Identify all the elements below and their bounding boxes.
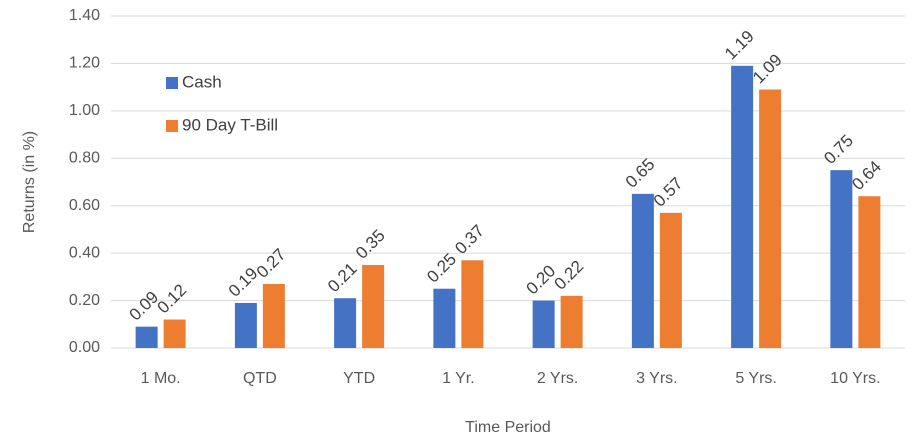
x-tick-label: 1 Yr.	[442, 370, 475, 387]
data-label: 0.22	[550, 257, 587, 294]
y-tick-label: 0.60	[69, 197, 100, 214]
data-label: 0.75	[820, 131, 857, 168]
data-label: 0.57	[650, 174, 687, 211]
x-tick-label: YTD	[343, 370, 375, 387]
x-tick-label: QTD	[243, 370, 277, 387]
bar	[631, 193, 654, 348]
bar	[731, 65, 754, 349]
data-label: 1.09	[749, 50, 786, 87]
data-label: 0.35	[352, 226, 389, 263]
bar	[433, 288, 456, 348]
bar	[759, 89, 782, 348]
bar	[858, 196, 881, 348]
data-label: 0.37	[451, 221, 488, 258]
data-label: 1.19	[721, 27, 758, 64]
y-tick-label: 1.40	[69, 7, 100, 24]
y-tick-label: 1.00	[69, 102, 100, 119]
legend-swatch	[166, 120, 178, 132]
data-label: 0.65	[622, 155, 659, 192]
y-tick-label: 0.20	[69, 292, 100, 309]
x-axis-title: Time Period	[465, 419, 551, 436]
bar	[560, 295, 583, 348]
data-label: 0.12	[153, 280, 190, 317]
y-axis-title: Returns (in %)	[21, 131, 38, 233]
bar	[461, 260, 484, 348]
bar	[262, 283, 285, 348]
y-tick-label: 0.00	[69, 339, 100, 356]
bar	[135, 326, 158, 348]
bar	[532, 300, 555, 348]
y-tick-label: 0.80	[69, 150, 100, 167]
y-tick-label: 0.40	[69, 244, 100, 261]
x-tick-label: 1 Mo.	[141, 370, 181, 387]
x-tick-label: 2 Yrs.	[537, 370, 579, 387]
bar	[163, 319, 186, 348]
bar	[830, 170, 853, 348]
bar	[234, 302, 257, 348]
bar	[659, 212, 682, 348]
x-tick-label: 3 Yrs.	[636, 370, 678, 387]
legend-label: 90 Day T-Bill	[182, 115, 278, 134]
x-tick-label: 5 Yrs.	[735, 370, 777, 387]
x-tick-label: 10 Yrs.	[830, 370, 880, 387]
bar	[334, 298, 357, 348]
legend-swatch	[166, 77, 178, 89]
data-label: 0.25	[423, 250, 460, 287]
data-label: 0.21	[324, 259, 361, 296]
legend-label: Cash	[182, 72, 222, 91]
data-label: 0.64	[848, 157, 885, 194]
bar	[362, 265, 385, 348]
y-tick-label: 1.20	[69, 55, 100, 72]
